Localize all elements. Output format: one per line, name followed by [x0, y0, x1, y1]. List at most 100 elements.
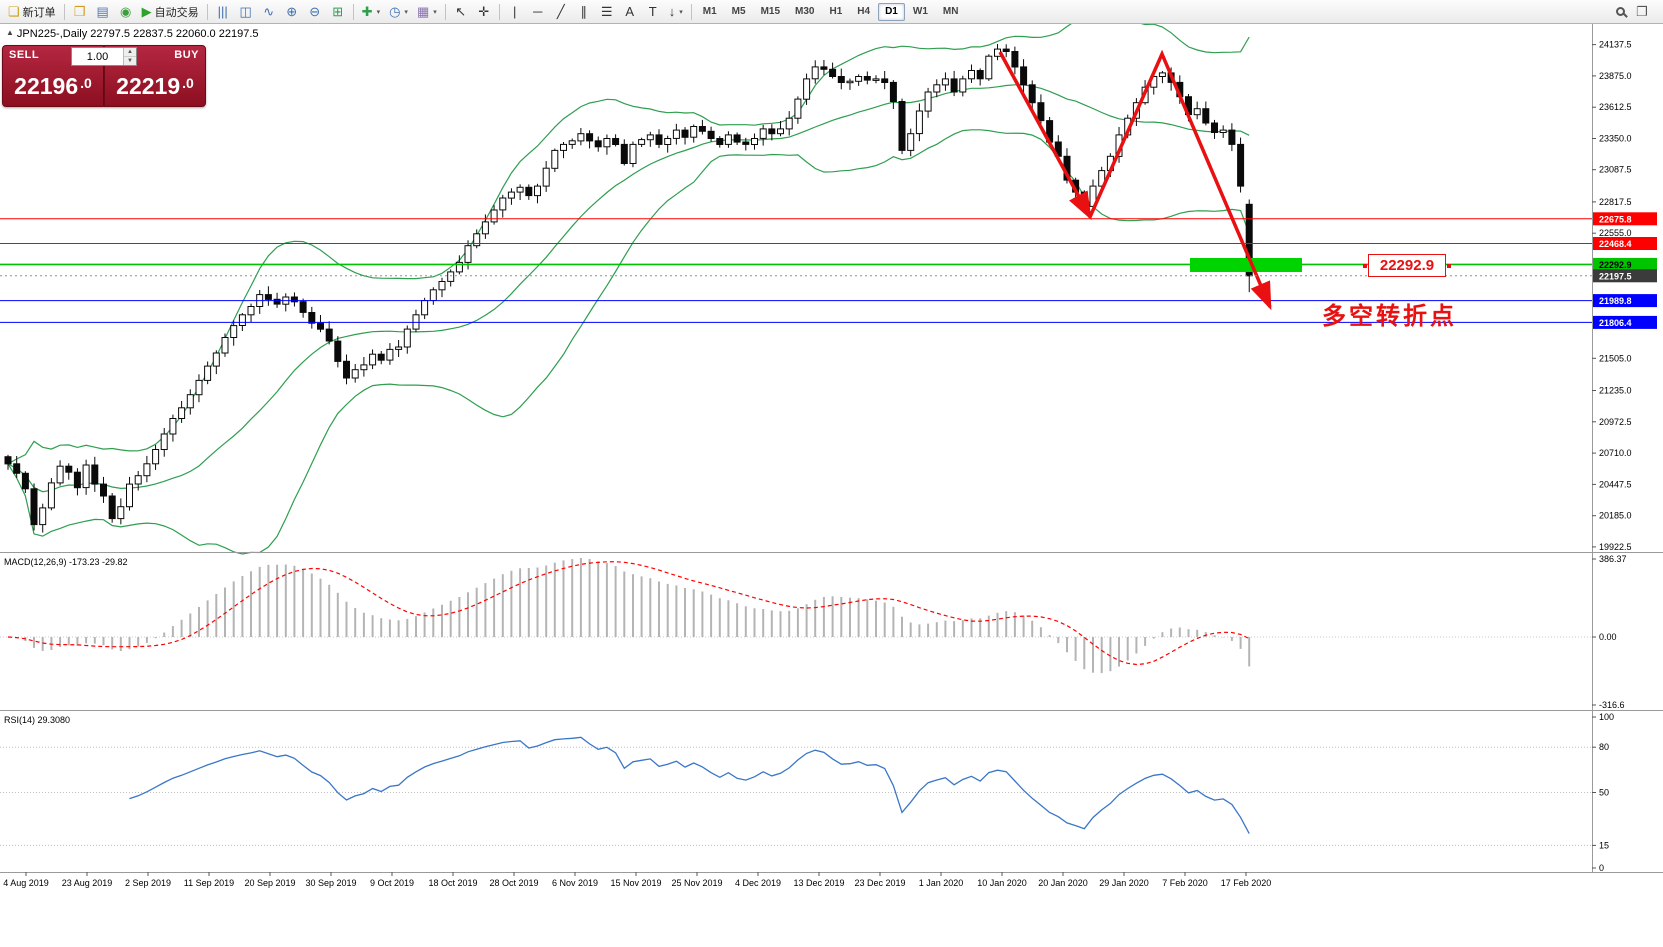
fibonacci-icon[interactable]: ☰ [596, 2, 618, 22]
svg-text:22197.5: 22197.5 [1599, 271, 1632, 281]
templates-icon: ▦ [416, 4, 430, 19]
periods-icon[interactable]: ◷ ▾ [385, 2, 412, 22]
search-icon [1615, 7, 1625, 16]
buy-label: BUY [174, 49, 199, 61]
bars-chart-icon[interactable]: ||| [212, 2, 234, 22]
search-icon[interactable] [1609, 2, 1631, 22]
timeframe-h4-button[interactable]: H4 [857, 6, 871, 17]
axis-label-22675.8 [1593, 212, 1657, 226]
indicators-icon: ✚ [361, 4, 373, 19]
svg-text:23350.0: 23350.0 [1599, 134, 1632, 144]
svg-text:0: 0 [1599, 863, 1604, 873]
timeframe-mn-button[interactable]: MN [942, 6, 959, 17]
text-icon[interactable]: A [619, 2, 641, 22]
tile-windows-icon[interactable]: ⊞ [327, 2, 349, 22]
chart-window-icon: ❒ [73, 4, 86, 19]
tile-windows-icon: ⊞ [332, 4, 344, 19]
svg-text:17 Feb 2020: 17 Feb 2020 [1221, 878, 1272, 888]
svg-text:20447.5: 20447.5 [1599, 479, 1632, 489]
highlight-rect[interactable] [1190, 258, 1302, 272]
buy-button[interactable]: BUY 22219.0 [104, 45, 206, 107]
timeframe-h1-button[interactable]: H1 [829, 6, 843, 17]
svg-text:20972.5: 20972.5 [1599, 417, 1632, 427]
svg-text:4 Aug 2019: 4 Aug 2019 [3, 878, 49, 888]
timeframe-d1-button[interactable]: D1 [878, 2, 905, 21]
svg-text:4 Dec 2019: 4 Dec 2019 [735, 878, 781, 888]
annotation-note-text[interactable]: 多空转折点 [1322, 303, 1457, 330]
cursor-icon[interactable]: ↖ [450, 2, 472, 22]
svg-text:23087.5: 23087.5 [1599, 165, 1632, 175]
svg-text:100: 100 [1599, 712, 1614, 722]
dropdown-arrow-icon: ▾ [433, 8, 437, 16]
toolbar-separator [63, 3, 65, 20]
svg-text:21235.0: 21235.0 [1599, 386, 1632, 396]
candlestick-chart-icon[interactable]: ◫ [235, 2, 257, 22]
svg-text:21989.8: 21989.8 [1599, 296, 1632, 306]
axis-label-21989.8 [1593, 294, 1657, 308]
date-axis [25, 872, 1247, 876]
svg-text:6 Nov 2019: 6 Nov 2019 [552, 878, 598, 888]
svg-text:22817.5: 22817.5 [1599, 197, 1632, 207]
svg-text:22292.9: 22292.9 [1599, 260, 1632, 270]
refresh-icon[interactable]: ◉ [115, 2, 137, 22]
svg-text:28 Oct 2019: 28 Oct 2019 [489, 878, 538, 888]
line-chart-icon[interactable]: ∿ [258, 2, 280, 22]
zoom-in-icon[interactable]: ⊕ [281, 2, 303, 22]
buy-price: 22219.0 [116, 73, 194, 99]
new-order-button: ❏ [8, 4, 20, 19]
one-click-trading-panel: SELL 22196.0 BUY 22219.0 ▲ ▼ [2, 45, 206, 107]
zoom-out-icon[interactable]: ⊖ [304, 2, 326, 22]
trendline-icon[interactable]: ╱ [550, 2, 572, 22]
macd-label: MACD(12,26,9) -173.23 -29.82 [4, 557, 128, 567]
arrow-tools-icon: ↓ [668, 4, 676, 19]
svg-text:20185.0: 20185.0 [1599, 511, 1632, 521]
volume-up-button[interactable]: ▲ [124, 48, 136, 57]
crosshair-icon[interactable]: ✛ [473, 2, 495, 22]
svg-text:15: 15 [1599, 840, 1609, 850]
dropdown-arrow-icon: ▾ [679, 8, 683, 16]
timeframe-w1-button[interactable]: W1 [912, 6, 928, 17]
timeframe-m30-button[interactable]: M30 [795, 6, 815, 17]
trend-arrow[interactable] [1088, 49, 1272, 311]
svg-text:20 Jan 2020: 20 Jan 2020 [1038, 878, 1088, 888]
axis-label-22468.4 [1593, 237, 1657, 250]
templates-icon[interactable]: ▦ ▾ [413, 2, 441, 22]
profiles-icon[interactable]: ▤ [92, 2, 114, 22]
svg-text:0.00: 0.00 [1599, 632, 1617, 642]
autotrading-button-label: 自动交易 [154, 6, 199, 19]
volume-down-button[interactable]: ▼ [124, 57, 136, 65]
new-order-button[interactable]: ❏ 新订单 [4, 2, 60, 22]
timeframe-m15-button[interactable]: M15 [760, 6, 781, 17]
toolbar-separator [690, 3, 692, 20]
new-window-icon[interactable]: ❐ [1631, 2, 1653, 22]
price-callout-box[interactable]: 22292.9 [1363, 254, 1451, 277]
svg-text:23 Aug 2019: 23 Aug 2019 [62, 878, 113, 888]
current-price-label [1593, 269, 1657, 283]
trendline-icon: ╱ [556, 4, 565, 19]
volume-spinner: ▲ ▼ [123, 48, 136, 65]
text-label-icon[interactable]: T [642, 2, 664, 22]
horizontal-line-icon[interactable]: ─ [527, 2, 549, 22]
svg-text:11 Sep 2019: 11 Sep 2019 [184, 878, 234, 888]
svg-text:30 Sep 2019: 30 Sep 2019 [305, 878, 356, 888]
timeframe-m5-button[interactable]: M5 [731, 6, 746, 17]
axis-label-21806.4 [1593, 315, 1657, 329]
autotrading-button: ▶ [141, 4, 152, 19]
vertical-line-icon[interactable]: | [504, 2, 526, 22]
svg-text:80: 80 [1599, 742, 1609, 752]
arrow-tools-icon[interactable]: ↓ ▾ [665, 2, 687, 22]
price-chart[interactable]: 24137.5 23875.0 23612.5 23350.0 23087.5 22817… [0, 24, 1663, 947]
indicators-icon[interactable]: ✚ ▾ [358, 2, 384, 22]
volume-input[interactable] [72, 48, 123, 65]
horizontal-line-icon: ─ [533, 4, 543, 19]
bars-chart-icon: ||| [217, 4, 228, 19]
chart-window-icon[interactable]: ❒ [69, 2, 91, 22]
volume-stepper[interactable]: ▲ ▼ [71, 47, 137, 66]
chart-window[interactable]: 24137.5 23875.0 23612.5 23350.0 23087.5 22817… [0, 24, 1663, 947]
channel-icon[interactable]: ∥ [573, 2, 595, 22]
timeframe-m1-button[interactable]: M1 [702, 6, 717, 17]
autotrading-button[interactable]: ▶ 自动交易 [138, 2, 203, 22]
trend-arrow[interactable] [998, 51, 1092, 221]
svg-text:22555.0: 22555.0 [1599, 228, 1632, 238]
svg-text:13 Dec 2019: 13 Dec 2019 [793, 878, 844, 888]
